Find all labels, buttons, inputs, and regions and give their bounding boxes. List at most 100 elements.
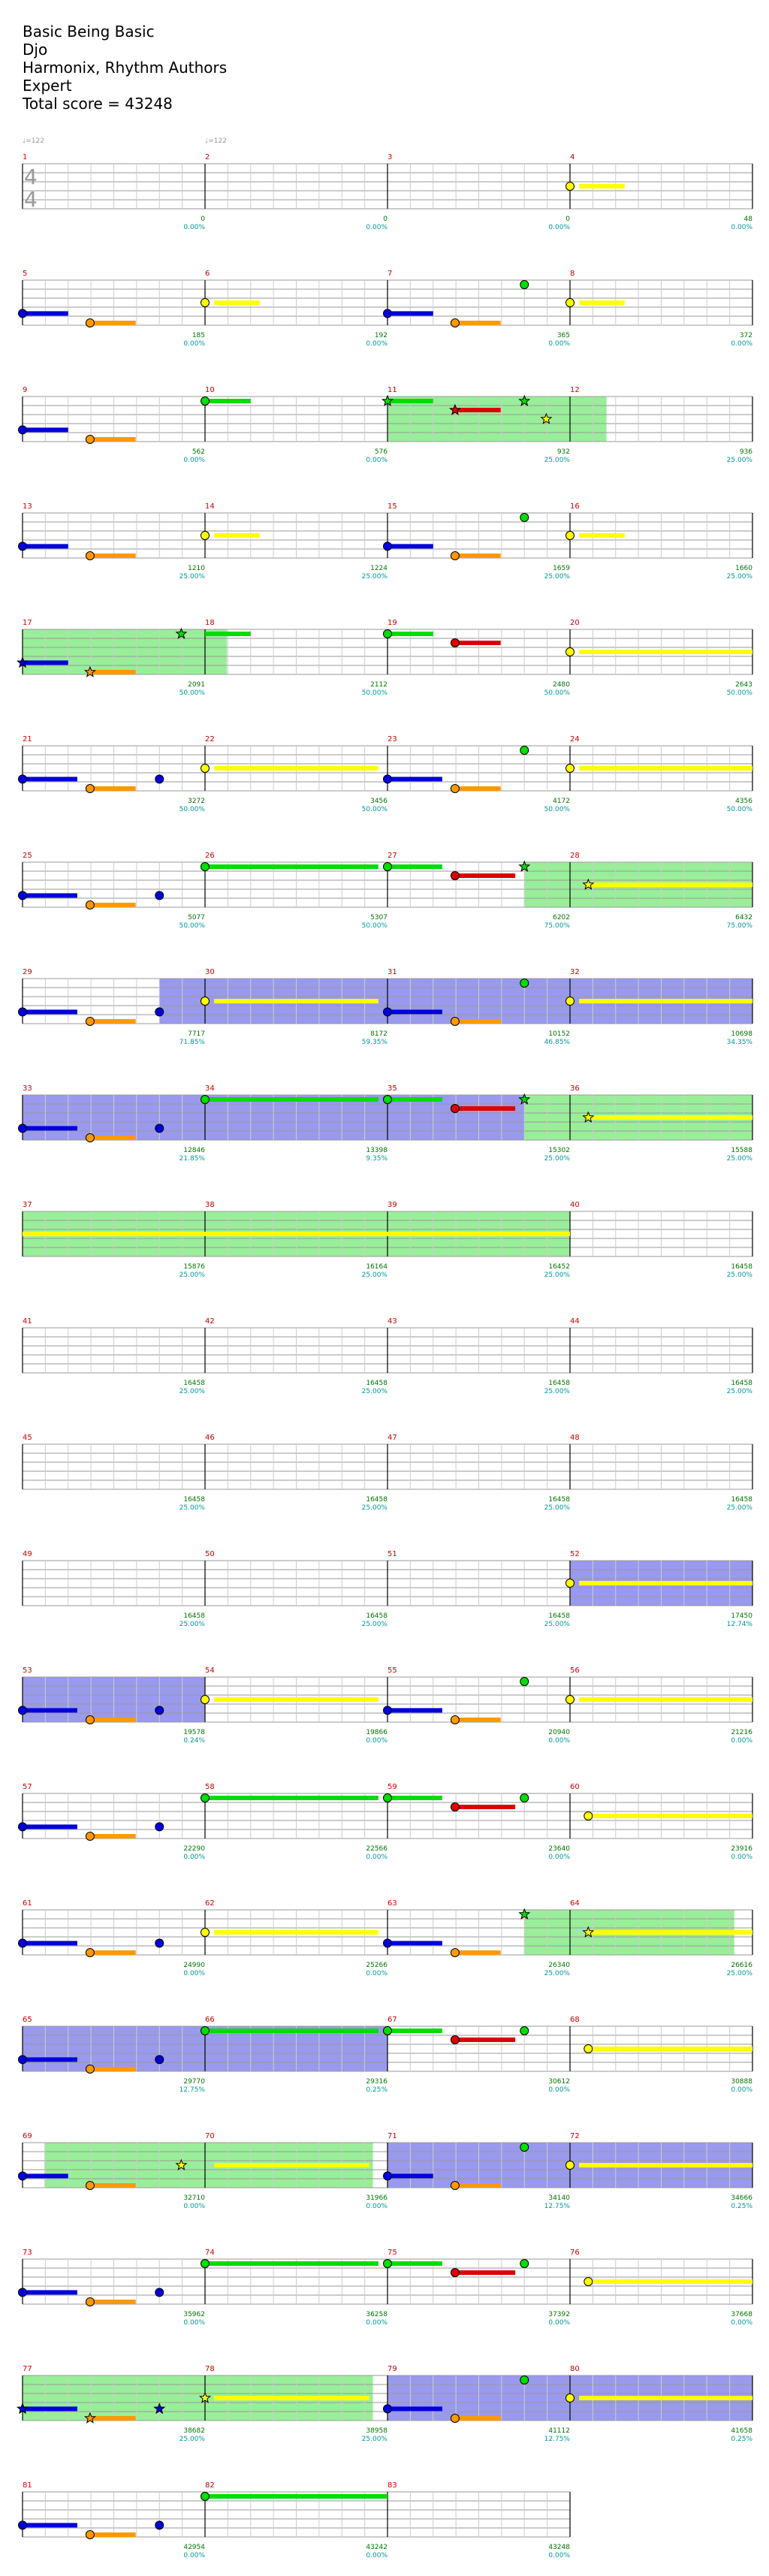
star-note (175, 2158, 188, 2170)
measure-number: 12 (570, 386, 580, 394)
measure-percent: 25.00% (727, 1504, 753, 1512)
measure-number: 4 (570, 153, 574, 161)
measure-percent: 12.75% (544, 2203, 571, 2210)
measure-number: 15 (388, 502, 397, 511)
measure-score: 2112 (370, 681, 388, 689)
note-gem (520, 1677, 529, 1686)
sustain-tail (579, 533, 625, 538)
note-gem (18, 309, 27, 318)
star-note (518, 394, 531, 406)
measure-number: 40 (570, 1201, 580, 1209)
tempo-marker: ♩=122 (205, 137, 227, 145)
measure-score: 16458 (366, 1380, 388, 1387)
measure-number: 16 (570, 502, 580, 511)
measure-percent: 25.00% (544, 1970, 571, 1977)
note-gem (85, 1017, 95, 1026)
measure-number: 78 (205, 2365, 215, 2373)
measure-number: 14 (205, 502, 215, 511)
measure-number: 37 (23, 1201, 32, 1209)
measure-score: 42954 (183, 2544, 205, 2551)
note-gem (201, 1095, 210, 1104)
note-gem (450, 1948, 460, 1957)
measure-number: 7 (388, 270, 392, 278)
measure-score: 6432 (735, 914, 752, 922)
measure-percent: 0.00% (731, 340, 752, 348)
measure-number: 28 (570, 852, 580, 860)
note-gem (520, 2375, 529, 2384)
measure-percent: 50.00% (179, 806, 206, 813)
sustain-tail (23, 1232, 205, 1236)
measure-score: 6202 (553, 914, 570, 922)
sustain-tail (388, 1009, 442, 1015)
sustain-tail (205, 632, 251, 636)
sustain-tail (23, 311, 68, 316)
measure-score: 23916 (731, 1845, 752, 1853)
note-gem (565, 1695, 574, 1704)
measure-percent: 50.00% (179, 922, 206, 930)
overdrive-phrase (570, 397, 607, 442)
note-gem (85, 318, 95, 327)
sustain-tail (454, 554, 501, 558)
measure-score: 1224 (370, 565, 388, 572)
measure-number: 27 (388, 852, 397, 860)
measure-number: 70 (205, 2132, 215, 2140)
sustain-tail (388, 2173, 433, 2179)
sustain-tail (454, 2416, 501, 2421)
measure-percent: 71.85% (179, 1039, 206, 1046)
note-gem (155, 2288, 164, 2297)
note-gem (520, 280, 529, 289)
measure-number: 25 (23, 852, 32, 860)
measure-percent: 50.00% (727, 689, 753, 697)
measure-percent: 25.00% (727, 457, 753, 464)
measure-percent: 0.25% (731, 2436, 752, 2443)
star-note (381, 394, 394, 406)
measure-score: 365 (557, 332, 570, 339)
sustain-tail (89, 1834, 136, 1838)
measure-number: 57 (23, 1783, 32, 1791)
measure-score: 3456 (370, 798, 388, 805)
star-note (448, 403, 461, 415)
measure-number: 64 (570, 1899, 580, 1908)
song-title: Basic Being Basic (23, 23, 155, 41)
song-header: Basic Being Basic Djo Harmonix, Rhythm A… (23, 23, 227, 113)
measure-percent: 25.00% (362, 2436, 388, 2443)
measure-score: 5307 (370, 914, 388, 922)
sustain-tail (454, 1805, 516, 1809)
measure-score: 185 (192, 332, 205, 339)
note-gem (85, 1715, 95, 1724)
measure-percent: 25.00% (727, 1388, 753, 1395)
sustain-tail (214, 2396, 369, 2400)
measure-number: 51 (388, 1550, 397, 1558)
measure-percent: 0.00% (183, 2319, 205, 2327)
sustain-tail (388, 544, 433, 549)
sustain-tail (454, 321, 501, 325)
measure-percent: 59.35% (362, 1039, 388, 1046)
measure-number: 18 (205, 619, 215, 627)
sustain-tail (588, 1814, 752, 1818)
measure-number: 1 (23, 153, 27, 161)
note-gem (85, 1948, 95, 1957)
measure-score: 37668 (731, 2311, 752, 2318)
star-note (518, 860, 531, 872)
measure-score: 932 (557, 448, 570, 456)
note-gem (584, 1811, 593, 1820)
measure-score: 12846 (183, 1147, 205, 1154)
measure-percent: 46.85% (544, 1039, 571, 1046)
measure-percent: 0.00% (183, 2552, 205, 2559)
measure-percent: 0.00% (183, 1970, 205, 1977)
measure-number: 49 (23, 1550, 32, 1558)
note-gem (85, 900, 95, 909)
measure-number: 36 (570, 1084, 580, 1093)
measure-number: 69 (23, 2132, 32, 2140)
measure-number: 75 (388, 2249, 397, 2257)
measure-score: 20940 (548, 1729, 570, 1736)
measure-percent: 25.00% (544, 457, 571, 464)
sustain-tail (214, 999, 378, 1003)
note-gem (565, 1579, 574, 1588)
sustain-tail (388, 777, 442, 782)
measure-score: 16458 (548, 1496, 570, 1504)
sustain-tail (214, 300, 260, 305)
note-gem (450, 871, 460, 880)
sustain-tail (588, 1115, 752, 1120)
